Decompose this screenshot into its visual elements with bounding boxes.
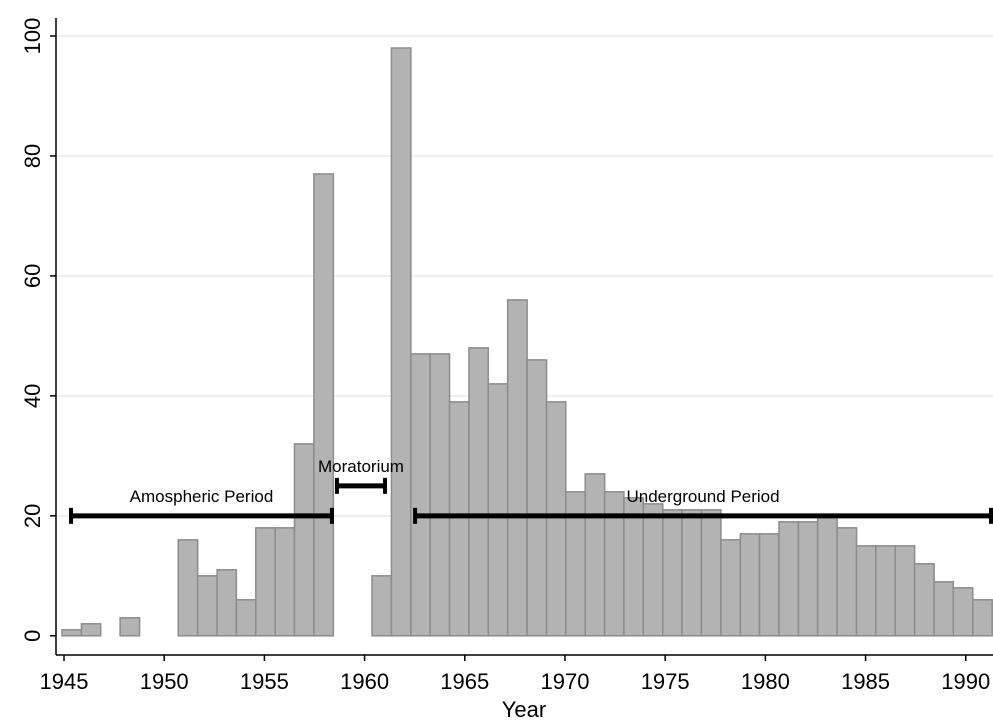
bar (913, 563, 935, 637)
bar (797, 521, 819, 637)
bar (526, 359, 548, 637)
y-tick-label: 0 (20, 630, 45, 642)
bar (371, 575, 393, 637)
x-tick-label: 1990 (941, 669, 990, 694)
bar (410, 353, 431, 637)
y-tick-label: 60 (20, 264, 45, 288)
bar (662, 509, 683, 637)
bar (61, 629, 83, 637)
x-tick-label: 1960 (340, 669, 389, 694)
y-tick-label: 40 (20, 384, 45, 408)
bar (720, 539, 742, 637)
period-label: Amospheric Period (130, 487, 274, 506)
bar (778, 521, 800, 637)
period-label: Underground Period (626, 487, 779, 506)
bar (972, 599, 993, 637)
bar (487, 383, 509, 637)
bar (700, 509, 722, 637)
bar (177, 539, 199, 637)
x-tick-label: 1985 (841, 669, 890, 694)
bar (758, 533, 780, 637)
bar (816, 515, 838, 637)
bar (836, 527, 858, 637)
bar (235, 599, 257, 637)
bar (255, 527, 276, 637)
x-axis-label: Year (502, 697, 546, 722)
bar (468, 347, 489, 637)
period-label: Moratorium (318, 457, 404, 476)
bar (293, 443, 315, 637)
bar (80, 623, 102, 637)
bar (313, 173, 335, 637)
bar (952, 587, 974, 637)
bar (894, 545, 916, 637)
bar (584, 473, 606, 637)
bar (875, 545, 896, 637)
x-tick-label: 1965 (440, 669, 489, 694)
bar (545, 401, 567, 637)
bar (623, 497, 645, 637)
bar (429, 353, 451, 637)
x-tick-label: 1950 (140, 669, 189, 694)
y-tick-label: 100 (20, 18, 45, 55)
bar (196, 575, 218, 637)
bar (448, 401, 470, 637)
bar (274, 527, 296, 637)
bar (119, 617, 141, 637)
bar (681, 509, 703, 637)
x-tick-label: 1945 (40, 669, 89, 694)
x-tick-label: 1970 (541, 669, 590, 694)
bar (216, 569, 238, 637)
bar (642, 503, 664, 637)
y-tick-label: 20 (20, 504, 45, 528)
bar (933, 581, 955, 637)
x-tick-label: 1980 (741, 669, 790, 694)
bar (855, 545, 877, 637)
x-tick-label: 1955 (240, 669, 289, 694)
x-tick-label: 1975 (641, 669, 690, 694)
y-tick-label: 80 (20, 144, 45, 168)
bar (506, 299, 528, 637)
bar (739, 533, 761, 637)
bar (390, 47, 412, 637)
